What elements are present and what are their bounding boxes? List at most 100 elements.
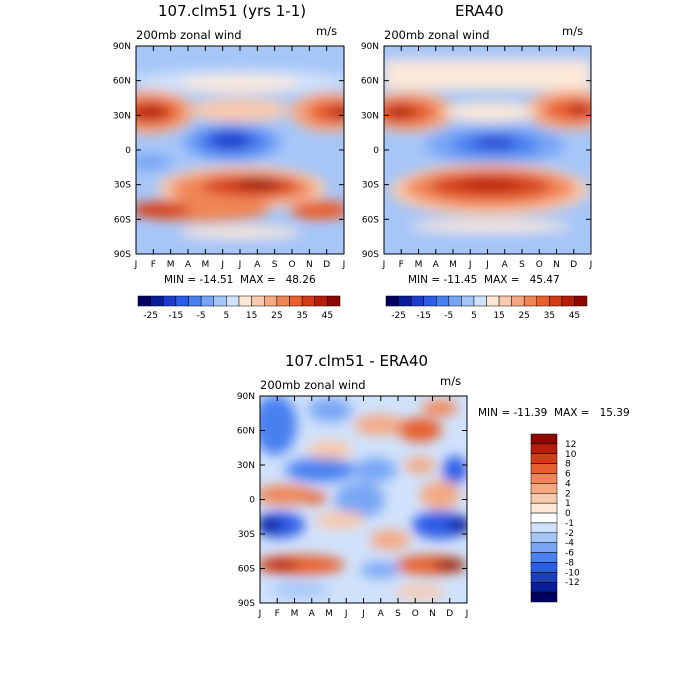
colorbar3-swatch <box>530 443 558 455</box>
colorbar1-swatch <box>251 295 265 307</box>
colorbar1-label: -5 <box>197 311 206 321</box>
y-tick-label: 90N <box>113 42 131 52</box>
colorbar3-swatch <box>530 572 558 583</box>
x-tick-label: A <box>502 260 509 270</box>
colorbar1-swatch <box>188 295 202 307</box>
y-tick-label: 30N <box>237 461 255 471</box>
colorbar2-swatch <box>523 295 537 307</box>
x-tick-label: F <box>399 260 404 270</box>
colorbar2-swatch <box>574 295 588 307</box>
colorbar3-swatch <box>530 463 558 474</box>
x-tick-label: A <box>309 609 316 619</box>
y-tick-label: 60N <box>361 77 379 87</box>
colorbar3-label: -1 <box>565 519 574 529</box>
colorbar3-label: -2 <box>565 529 574 539</box>
colorbar3-label: 1 <box>565 499 571 509</box>
y-tick-label: 60S <box>362 215 379 225</box>
x-tick-label: O <box>536 260 543 270</box>
y-tick-label: 90N <box>237 392 255 402</box>
colorbar2-swatch <box>498 295 512 307</box>
colorbar2-swatch <box>486 295 500 307</box>
x-tick-label: F <box>275 609 280 619</box>
x-tick-label: J <box>344 609 348 619</box>
colorbar3-swatch <box>530 512 558 524</box>
colorbar1-label: 45 <box>322 311 333 321</box>
colorbar3-label: -10 <box>565 568 580 578</box>
x-tick-label: M <box>167 260 175 270</box>
colorbar3-swatch <box>530 433 558 445</box>
colorbar2-label: 45 <box>569 311 580 321</box>
x-tick-label: J <box>465 609 469 619</box>
x-tick-label: O <box>288 260 295 270</box>
colorbar3-swatch <box>530 532 558 543</box>
x-tick-label: D <box>570 260 577 270</box>
x-tick-label: J <box>238 260 242 270</box>
y-tick-label: 0 <box>249 496 255 506</box>
y-tick-label: 30S <box>114 181 131 191</box>
x-tick-label: S <box>272 260 278 270</box>
colorbar3-swatch <box>530 473 558 484</box>
y-tick-label: 0 <box>373 146 379 156</box>
y-tick-label: 90S <box>362 250 379 260</box>
colorbar2-swatch <box>549 295 563 307</box>
colorbar3-swatch <box>530 483 558 494</box>
colorbar2-label: 35 <box>544 311 555 321</box>
panel2-title: ERA40 <box>455 2 504 20</box>
y-tick-label: 90N <box>361 42 379 52</box>
panel2-minmax: MIN = -11.45 MAX = 45.47 <box>408 274 560 286</box>
colorbar1-swatch <box>238 295 252 307</box>
colorbar1-label: 5 <box>224 311 230 321</box>
x-tick-label: N <box>306 260 313 270</box>
colorbar3-swatch <box>530 502 558 514</box>
colorbar1-swatch <box>200 295 214 307</box>
colorbar1-swatch <box>327 295 341 307</box>
y-tick-label: 30S <box>238 530 255 540</box>
y-tick-label: 60N <box>237 427 255 437</box>
panel1-plot <box>135 45 345 255</box>
y-tick-label: 60S <box>238 565 255 575</box>
panel2-subtitle: 200mb zonal wind <box>384 28 490 42</box>
x-tick-label: J <box>342 260 346 270</box>
y-tick-label: 60S <box>114 215 131 225</box>
colorbar1-swatch <box>175 295 189 307</box>
colorbar2-swatch <box>423 295 437 307</box>
panel1-subtitle: 200mb zonal wind <box>136 28 242 42</box>
x-tick-label: M <box>449 260 457 270</box>
colorbar1-label: 15 <box>246 311 257 321</box>
panel1-units: m/s <box>316 24 338 38</box>
x-tick-label: N <box>553 260 560 270</box>
colorbar3-label: -6 <box>565 549 574 559</box>
colorbar1-swatch <box>213 295 227 307</box>
x-tick-label: O <box>412 609 419 619</box>
x-tick-label: J <box>382 260 386 270</box>
x-tick-label: N <box>429 609 436 619</box>
colorbars: -25 -15 -5 5 15 25 35 45 -25 -15 -5 5 15 25 35 45121086… <box>137 295 588 603</box>
x-tick-label: S <box>519 260 525 270</box>
colorbar2-swatch <box>461 295 475 307</box>
colorbar1-swatch <box>226 295 240 307</box>
x-tick-label: M <box>415 260 423 270</box>
colorbar3-swatch <box>530 591 558 603</box>
x-tick-label: F <box>151 260 156 270</box>
colorbar3-label: 2 <box>565 489 571 499</box>
x-tick-label: A <box>254 260 261 270</box>
x-tick-label: A <box>378 609 385 619</box>
colorbar1-swatch <box>314 295 328 307</box>
x-tick-label: J <box>134 260 138 270</box>
colorbar2-swatch <box>536 295 550 307</box>
colorbar2-swatch <box>398 295 412 307</box>
y-tick-label: 0 <box>125 146 131 156</box>
colorbar3-swatch <box>530 522 558 534</box>
colorbar3-label: 4 <box>565 479 571 489</box>
y-tick-label: 30N <box>113 111 131 121</box>
colorbar2-swatch <box>385 295 399 307</box>
y-tick-label: 90S <box>114 250 131 260</box>
colorbar2-label: 5 <box>471 311 477 321</box>
colorbar2-label: -25 <box>391 311 406 321</box>
panel3-title: 107.clm51 - ERA40 <box>285 352 429 370</box>
panel3-subtitle: 200mb zonal wind <box>260 378 366 392</box>
panel3-units: m/s <box>440 374 462 388</box>
colorbar2-swatch <box>511 295 525 307</box>
colorbar3-label: 12 <box>565 440 576 450</box>
